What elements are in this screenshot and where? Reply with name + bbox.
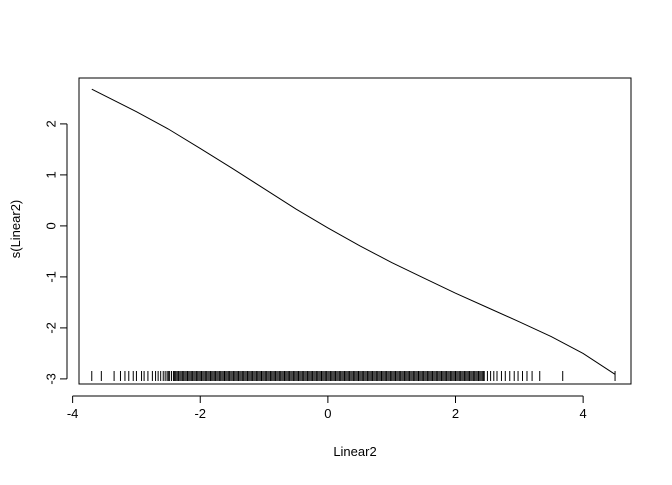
y-tick-label: 2 xyxy=(43,120,58,127)
y-tick-label: -1 xyxy=(43,271,58,283)
smooth-curve xyxy=(91,88,616,375)
y-tick-label: 0 xyxy=(43,222,58,229)
x-axis-label: Linear2 xyxy=(333,444,376,459)
x-tick-label: 2 xyxy=(452,406,459,421)
x-tick-label: 4 xyxy=(580,406,587,421)
plot-box xyxy=(78,77,632,385)
series-layer xyxy=(91,88,616,375)
x-tick-label: -2 xyxy=(194,406,206,421)
x-tick-label: 0 xyxy=(324,406,331,421)
y-axis-label: s(Linear2) xyxy=(8,200,23,259)
rug-plot xyxy=(91,371,616,381)
y-tick-label: 1 xyxy=(43,171,58,178)
x-tick-label: -4 xyxy=(67,406,79,421)
y-tick-label: -3 xyxy=(43,373,58,385)
y-tick-label: -2 xyxy=(43,322,58,334)
x-axis: -4 -2 0 2 4 xyxy=(67,395,587,421)
y-axis: -3 -2 -1 0 1 2 xyxy=(43,120,68,385)
